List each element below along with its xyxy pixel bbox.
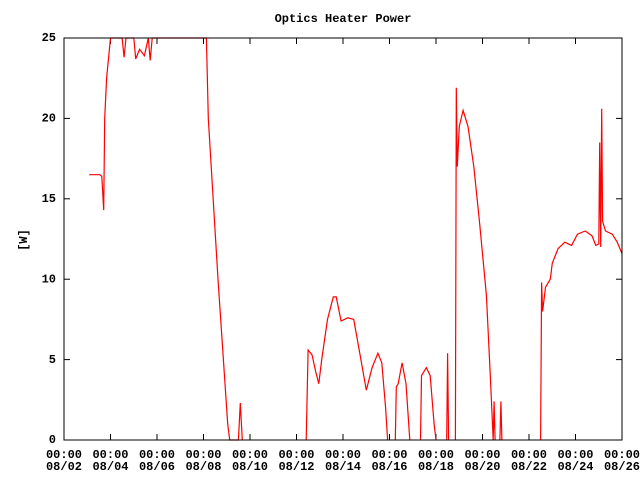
- x-tick-label: 00:00: [232, 448, 268, 462]
- y-tick-label: 20: [42, 112, 56, 126]
- x-tick-label: 08/02: [46, 460, 82, 474]
- x-tick-label: 08/26: [604, 460, 640, 474]
- x-tick-label: 08/16: [371, 460, 407, 474]
- x-tick-label: 00:00: [46, 448, 82, 462]
- y-tick-label: 10: [42, 272, 56, 286]
- x-tick-label: 00:00: [139, 448, 175, 462]
- x-tick-label: 08/10: [232, 460, 268, 474]
- x-tick-label: 08/04: [92, 460, 128, 474]
- x-tick-label: 00:00: [185, 448, 221, 462]
- x-tick-label: 00:00: [418, 448, 454, 462]
- x-tick-label: 00:00: [278, 448, 314, 462]
- plot-frame: [63, 37, 623, 441]
- x-tick-label: 00:00: [371, 448, 407, 462]
- data-line: [89, 37, 623, 441]
- y-tick-label: 5: [49, 353, 56, 367]
- x-tick-label: 08/18: [418, 460, 454, 474]
- x-tick-label: 00:00: [557, 448, 593, 462]
- x-tick-label: 00:00: [604, 448, 640, 462]
- x-tick-label: 08/20: [464, 460, 500, 474]
- x-tick-label: 00:00: [464, 448, 500, 462]
- x-tick-label: 00:00: [325, 448, 361, 462]
- chart-title: Optics Heater Power: [275, 12, 412, 26]
- y-tick-label: 25: [42, 31, 56, 45]
- y-tick-label: 0: [49, 433, 56, 447]
- x-tick-label: 08/24: [557, 460, 593, 474]
- x-tick-label: 08/22: [511, 460, 547, 474]
- x-tick-label: 08/06: [139, 460, 175, 474]
- x-tick-label: 08/12: [278, 460, 314, 474]
- y-axis-label: [W]: [17, 229, 31, 251]
- x-tick-label: 00:00: [92, 448, 128, 462]
- x-tick-label: 00:00: [511, 448, 547, 462]
- x-tick-label: 08/08: [185, 460, 221, 474]
- x-tick-label: 08/14: [325, 460, 361, 474]
- y-tick-label: 15: [42, 192, 56, 206]
